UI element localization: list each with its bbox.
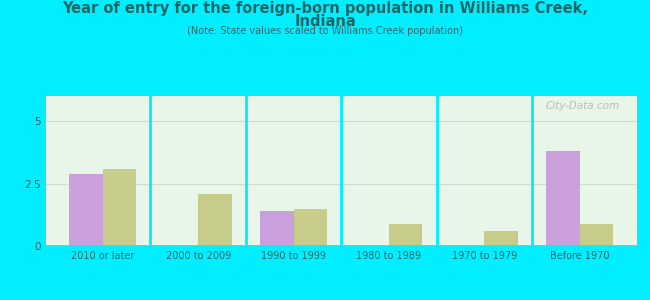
Bar [580,224,613,246]
Bar [547,151,580,246]
Bar [484,231,518,246]
Bar [198,194,231,246]
Bar [70,173,103,246]
Text: Year of entry for the foreign-born population in Williams Creek,: Year of entry for the foreign-born popul… [62,2,588,16]
Text: (Note: State values scaled to Williams Creek population): (Note: State values scaled to Williams C… [187,26,463,35]
Bar [260,211,294,246]
Bar [389,224,422,246]
Bar [294,208,327,246]
Text: Indiana: Indiana [294,14,356,28]
Bar [103,169,136,246]
Text: City-Data.com: City-Data.com [545,100,619,110]
